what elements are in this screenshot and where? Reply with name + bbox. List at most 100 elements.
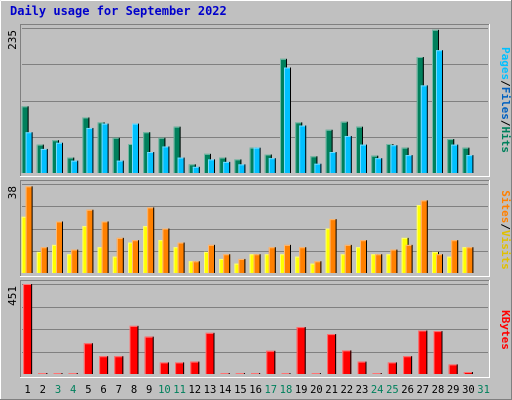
bar-sites-day-3 <box>56 221 63 273</box>
x-label-day-15: 15 <box>234 384 247 396</box>
bar-fill <box>451 144 459 173</box>
bar-fill <box>436 50 443 173</box>
bar-kbytes-day-1 <box>23 284 33 374</box>
bar-sites-day-12 <box>192 261 200 273</box>
x-label-day-27: 27 <box>416 384 429 396</box>
bar-files-day-25 <box>390 145 398 173</box>
x-axis-day-labels: 1 2 3 4 5 6 7 8 9 10 11 12 13 14 15 16 17 18 19 20 21 22 23 24 2… <box>24 384 489 396</box>
bar-fill <box>86 209 94 273</box>
x-label-day-17: 17 <box>264 384 277 396</box>
bar-fill <box>83 343 93 374</box>
bar-sites-day-4 <box>71 249 79 273</box>
legend-hits: Hits <box>499 127 512 154</box>
x-label-day-8: 8 <box>131 384 137 396</box>
x-label-day-13: 13 <box>204 384 217 396</box>
bar-files-day-22 <box>344 135 352 173</box>
bar-files-day-12 <box>192 166 200 173</box>
bar-kbytes-day-17 <box>266 350 276 374</box>
legend-sites: Sites <box>499 190 512 223</box>
y-max-label: 38 <box>6 186 19 199</box>
bar-fill <box>82 117 90 173</box>
bar-fill <box>25 132 33 173</box>
bar-fill <box>253 254 261 273</box>
bar-sites-day-1 <box>25 186 33 273</box>
bar-fill <box>192 166 200 173</box>
bar-files-day-4 <box>71 160 79 173</box>
bar-fill <box>116 237 124 273</box>
y-max-label: 451 <box>6 286 19 306</box>
bar-fill <box>158 240 166 273</box>
bar-fill <box>219 258 227 273</box>
x-label-day-3: 3 <box>55 384 61 396</box>
bar-kbytes-day-19 <box>296 327 306 374</box>
bar-fill <box>162 146 170 173</box>
x-label-day-16: 16 <box>249 384 262 396</box>
bar-fill <box>264 254 272 273</box>
bar-kbytes-day-5 <box>83 343 93 374</box>
bar-files-day-23 <box>360 144 367 173</box>
bar-kbytes-day-9 <box>144 336 154 374</box>
bar-fill <box>268 158 276 173</box>
bar-files-day-8 <box>132 123 139 173</box>
x-label-day-5: 5 <box>85 384 91 396</box>
bar-fill <box>52 140 59 173</box>
bar-fill <box>190 361 200 374</box>
bar-fill <box>36 251 44 273</box>
legend-kbytes: KBytes <box>499 310 512 350</box>
panel-visits-sites: 38 <box>6 180 490 277</box>
bar-files-day-27 <box>420 85 428 173</box>
bar-fill <box>416 205 424 273</box>
bar-fill <box>192 261 200 273</box>
bar-fill <box>401 237 409 273</box>
bar-fill <box>249 147 257 173</box>
bar-fill <box>462 247 470 273</box>
bar-sites-day-22 <box>344 244 352 273</box>
bar-sites-day-5 <box>86 209 94 273</box>
bar-fill <box>356 247 363 273</box>
bar-fill <box>325 129 333 173</box>
bar-fill <box>132 240 139 273</box>
bar-sites-day-20 <box>314 261 322 273</box>
bar-fill <box>158 137 166 173</box>
bar-sites-day-15 <box>238 258 246 273</box>
x-label-day-2: 2 <box>40 384 46 396</box>
bar-kbytes-day-24 <box>372 373 382 374</box>
bar-fill <box>177 157 185 173</box>
bar-fill <box>99 356 109 374</box>
bar-sites-day-2 <box>40 247 48 273</box>
bar-fill <box>360 144 367 173</box>
bar-kbytes-day-6 <box>99 356 109 374</box>
y-max-label: 235 <box>6 30 19 50</box>
bar-files-day-2 <box>40 148 48 173</box>
bar-kbytes-day-14 <box>220 373 230 374</box>
bar-fill <box>21 216 29 273</box>
bar-fill <box>23 284 33 374</box>
bar-fill <box>67 254 75 273</box>
bar-fill <box>112 256 120 273</box>
bar-fill <box>405 244 413 273</box>
x-label-day-4: 4 <box>70 384 76 396</box>
bar-kbytes-day-15 <box>235 373 245 374</box>
x-label-day-1: 1 <box>24 384 30 396</box>
bar-fill <box>52 244 59 273</box>
bar-kbytes-day-25 <box>387 362 397 374</box>
bar-fill <box>40 148 48 173</box>
bar-fill <box>416 57 424 173</box>
bar-fill <box>234 159 242 173</box>
bar-fill <box>447 256 455 273</box>
bar-fill <box>25 186 33 273</box>
bar-files-day-3 <box>56 142 63 173</box>
bar-fill <box>340 121 348 173</box>
bar-kbytes-day-20 <box>311 373 321 374</box>
x-label-day-9: 9 <box>146 384 152 396</box>
bar-fill <box>175 362 185 374</box>
bar-fill <box>451 240 459 273</box>
bar-fill <box>420 85 428 173</box>
bar-fill <box>147 207 155 273</box>
bar-fill <box>360 240 367 273</box>
chart-title: Daily usage for September 2022 <box>10 4 227 18</box>
bar-kbytes-day-23 <box>357 361 367 374</box>
bar-fill <box>405 155 413 173</box>
bar-sites-day-11 <box>177 242 185 273</box>
bar-fill <box>280 58 287 174</box>
